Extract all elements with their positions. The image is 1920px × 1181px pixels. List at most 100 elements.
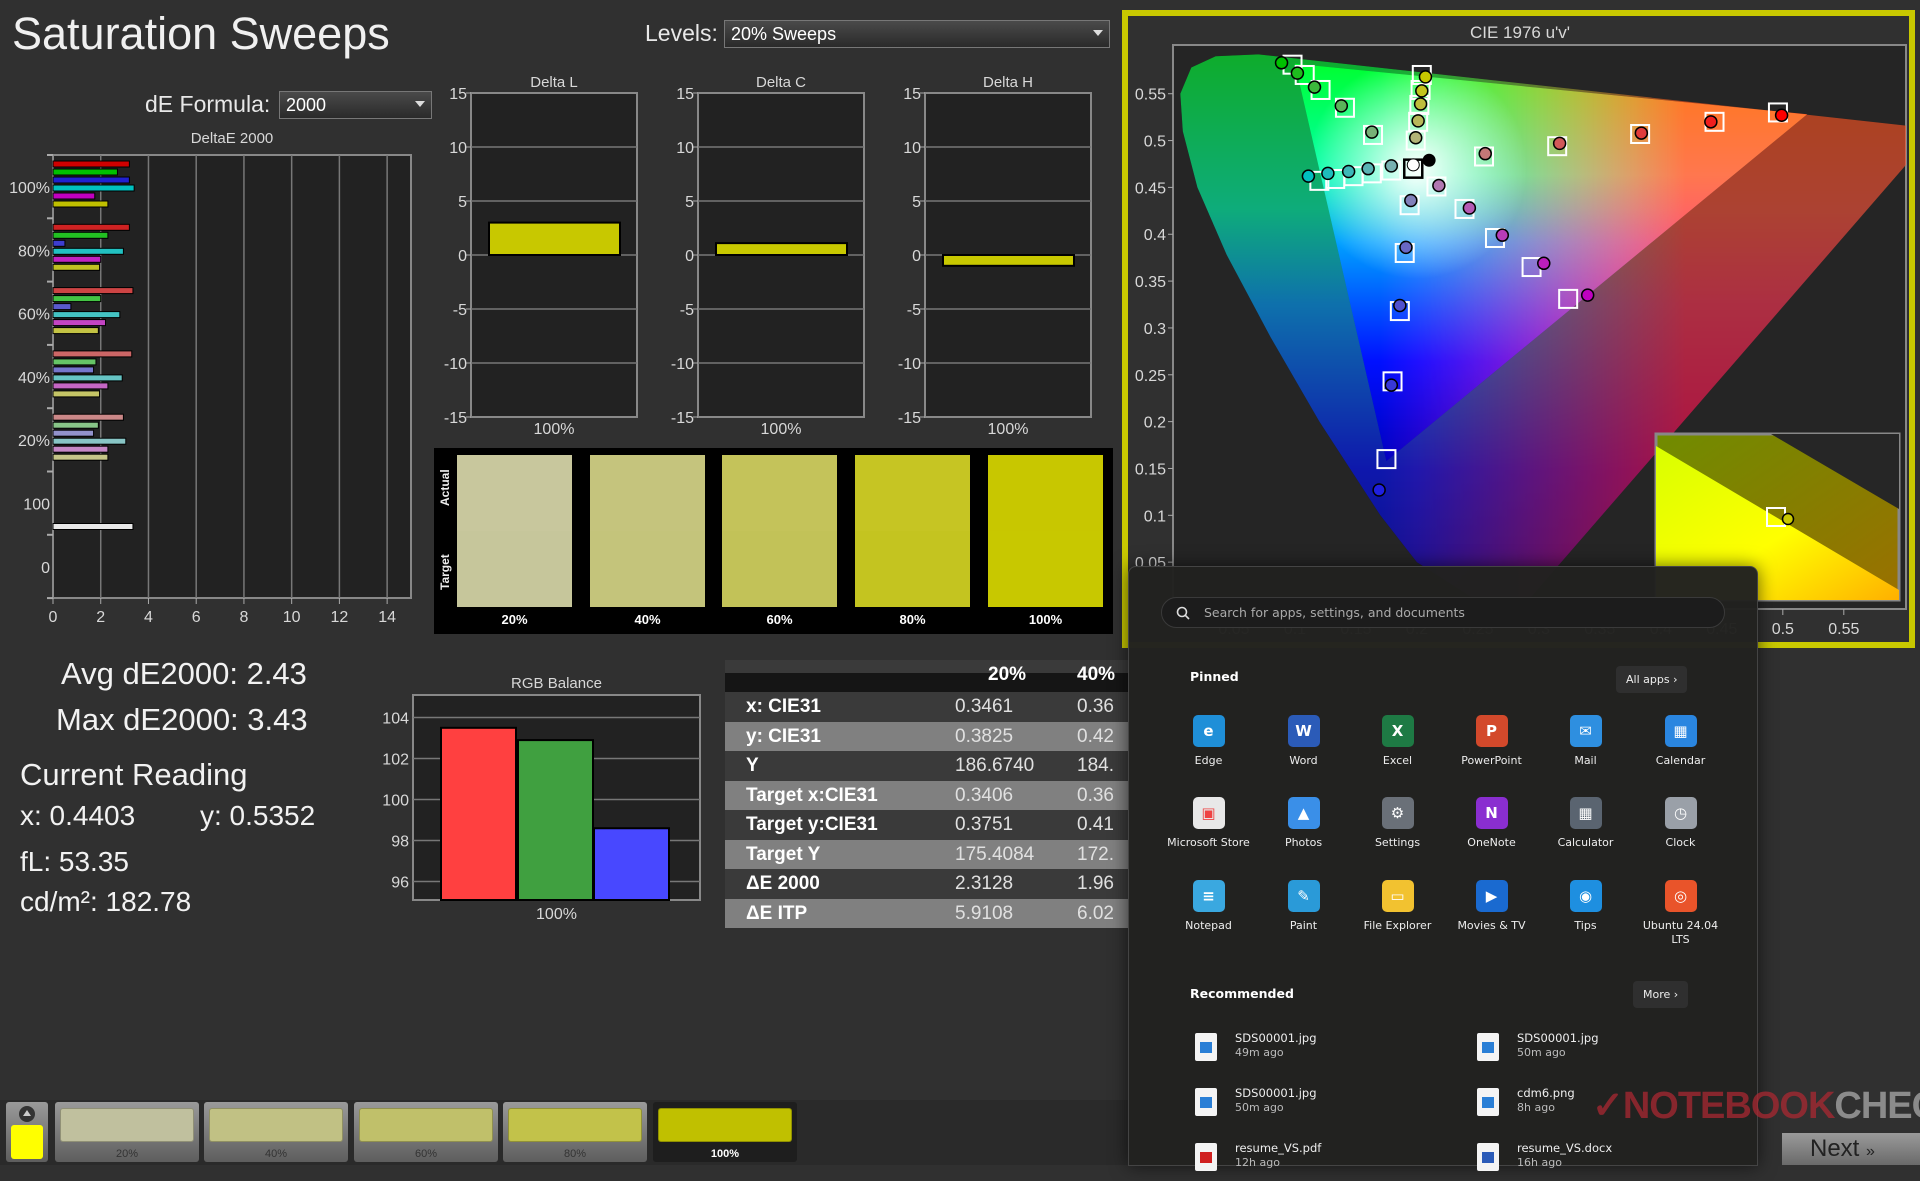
measured-point	[1341, 164, 1356, 179]
y-tick-label: 0.5	[1144, 134, 1166, 151]
y-tick-label: 0.55	[1135, 87, 1166, 104]
table-cell: 0.41	[1077, 814, 1114, 835]
recommended-time: 16h ago	[1517, 1156, 1562, 1169]
onenote-icon: N	[1475, 797, 1508, 829]
app-settings[interactable]: ⚙ Settings	[1350, 797, 1445, 850]
search-input[interactable]: Search for apps, settings, and documents	[1161, 597, 1725, 628]
table-cell: Target Y	[746, 843, 821, 865]
deltae-bar	[52, 390, 101, 398]
tips-icon: ◉	[1569, 880, 1602, 912]
app-calendar[interactable]: ▦ Calendar	[1633, 715, 1728, 768]
measured-point	[1537, 256, 1551, 271]
app-label: Notepad	[1185, 919, 1232, 932]
x-tick-label: 14	[378, 609, 396, 626]
y-tick-label: 98	[391, 834, 409, 851]
swatch-label: 100%	[1028, 612, 1063, 627]
recommended-item[interactable]: SDS00001.jpg 50m ago	[1195, 1086, 1455, 1126]
y-tick-label: -15	[898, 410, 921, 427]
app-word[interactable]: W Word	[1256, 715, 1351, 768]
paint-icon: ✎	[1287, 880, 1320, 912]
max-de: Max dE2000: 3.43	[56, 702, 308, 737]
formula-dropdown[interactable]: 2000	[279, 91, 432, 119]
word-file-icon	[1477, 1143, 1499, 1171]
recommended-item[interactable]: SDS00001.jpg 49m ago	[1195, 1031, 1455, 1071]
deltae-bar	[52, 184, 135, 192]
x-tick-label: 0.55	[1828, 621, 1859, 638]
table-row: y: CIE31 0.3825 0.42	[725, 721, 1128, 752]
app-powerpoint[interactable]: P PowerPoint	[1444, 715, 1539, 768]
inset-outside	[1771, 434, 1899, 509]
app-clock[interactable]: ◷ Clock	[1633, 797, 1728, 850]
deltae-bar	[52, 303, 72, 311]
patch-cell-100%[interactable]: 100%	[653, 1102, 797, 1162]
measured-point	[1290, 66, 1305, 80]
app-notepad[interactable]: ≡ Notepad	[1161, 880, 1256, 933]
app-excel[interactable]: X Excel	[1350, 715, 1445, 768]
app-label: Calculator	[1557, 836, 1614, 849]
levels-dropdown[interactable]: 20% Sweeps	[724, 20, 1110, 48]
scroll-up-button[interactable]	[19, 1106, 35, 1122]
app-photos[interactable]: ▲ Photos	[1256, 797, 1351, 850]
table-row: Y 186.6740 184.	[725, 751, 1128, 781]
app-label: PowerPoint	[1461, 754, 1522, 767]
app-mail[interactable]: ✉ Mail	[1538, 715, 1633, 768]
column-header: 40%	[1077, 664, 1116, 685]
image-file-icon	[1477, 1088, 1499, 1116]
deltae-bar	[52, 445, 109, 453]
y-tick-label: 10	[676, 140, 694, 157]
app-file-explorer[interactable]: ▭ File Explorer	[1350, 880, 1445, 933]
measured-point	[1580, 288, 1595, 302]
deltae-bar	[52, 358, 97, 366]
patch-label: 60%	[414, 1148, 438, 1160]
more-label: More	[1643, 988, 1671, 1001]
app-label: Tips	[1574, 919, 1597, 932]
patch-cell-40%[interactable]: 40%	[204, 1102, 348, 1162]
patch-label: 80%	[563, 1148, 587, 1160]
table-cell: x: CIE31	[746, 696, 821, 717]
table-cell: ΔE 2000	[746, 873, 820, 894]
recommended-item[interactable]: SDS00001.jpg 50m ago	[1477, 1031, 1737, 1071]
app-paint[interactable]: ✎ Paint	[1256, 880, 1351, 933]
y-tick-label: 15	[676, 86, 694, 103]
x-tick-label: 6	[192, 609, 201, 626]
app-movies-tv[interactable]: ▶ Movies & TV	[1444, 880, 1539, 933]
app-onenote[interactable]: N OneNote	[1444, 797, 1539, 850]
patch-cell-20%[interactable]: 20%	[55, 1102, 199, 1162]
app-edge[interactable]: e Edge	[1161, 715, 1256, 768]
deltae-bar	[52, 437, 127, 445]
all-apps-button[interactable]: All apps ›	[1616, 666, 1688, 693]
target-swatch	[457, 531, 572, 607]
y-tick-label: 0.45	[1135, 180, 1166, 197]
app-ubuntu-24-04-lts[interactable]: ◎ Ubuntu 24.04 LTS	[1633, 880, 1728, 947]
app-tips[interactable]: ◉ Tips	[1538, 880, 1633, 933]
app-calculator[interactable]: ▦ Calculator	[1538, 797, 1633, 850]
next-button[interactable]: Next »	[1782, 1133, 1920, 1165]
photos-icon: ▲	[1287, 797, 1320, 829]
measured-point	[1432, 178, 1446, 193]
x-tick-label: 100%	[761, 421, 802, 438]
patch-cell-60%[interactable]: 60%	[354, 1102, 498, 1162]
avg-de: Avg dE2000: 2.43	[61, 656, 307, 691]
rgb-bar	[517, 739, 594, 901]
deltae-bar	[52, 192, 96, 200]
measured-point	[1478, 146, 1492, 161]
x-tick-label: 100%	[988, 421, 1029, 438]
current-patch-cell[interactable]	[6, 1102, 48, 1162]
more-button[interactable]: More ›	[1633, 981, 1689, 1008]
recommended-item[interactable]: resume_VS.pdf 12h ago	[1195, 1141, 1455, 1181]
table-cell: 0.36	[1077, 784, 1114, 806]
recommended-item[interactable]: resume_VS.docx 16h ago	[1477, 1141, 1737, 1181]
levels-value: 20% Sweeps	[731, 24, 837, 44]
image-file-icon	[1477, 1033, 1499, 1061]
table-cell: 0.3406	[955, 784, 1014, 806]
deltae-bar	[52, 429, 95, 437]
recommended-item[interactable]: cdm6.png 8h ago	[1477, 1086, 1737, 1126]
table-cell: Target x:CIE31	[746, 784, 878, 806]
patch-cell-80%[interactable]: 80%	[503, 1102, 647, 1162]
table-row: Target Y 175.4084 172.	[725, 839, 1128, 870]
patch-color	[60, 1108, 194, 1142]
recommended-name: SDS00001.jpg	[1517, 1031, 1599, 1045]
y-tick-label: 0	[685, 248, 694, 265]
measured-point	[1411, 114, 1425, 128]
app-microsoft-store[interactable]: ▣ Microsoft Store	[1161, 797, 1256, 850]
